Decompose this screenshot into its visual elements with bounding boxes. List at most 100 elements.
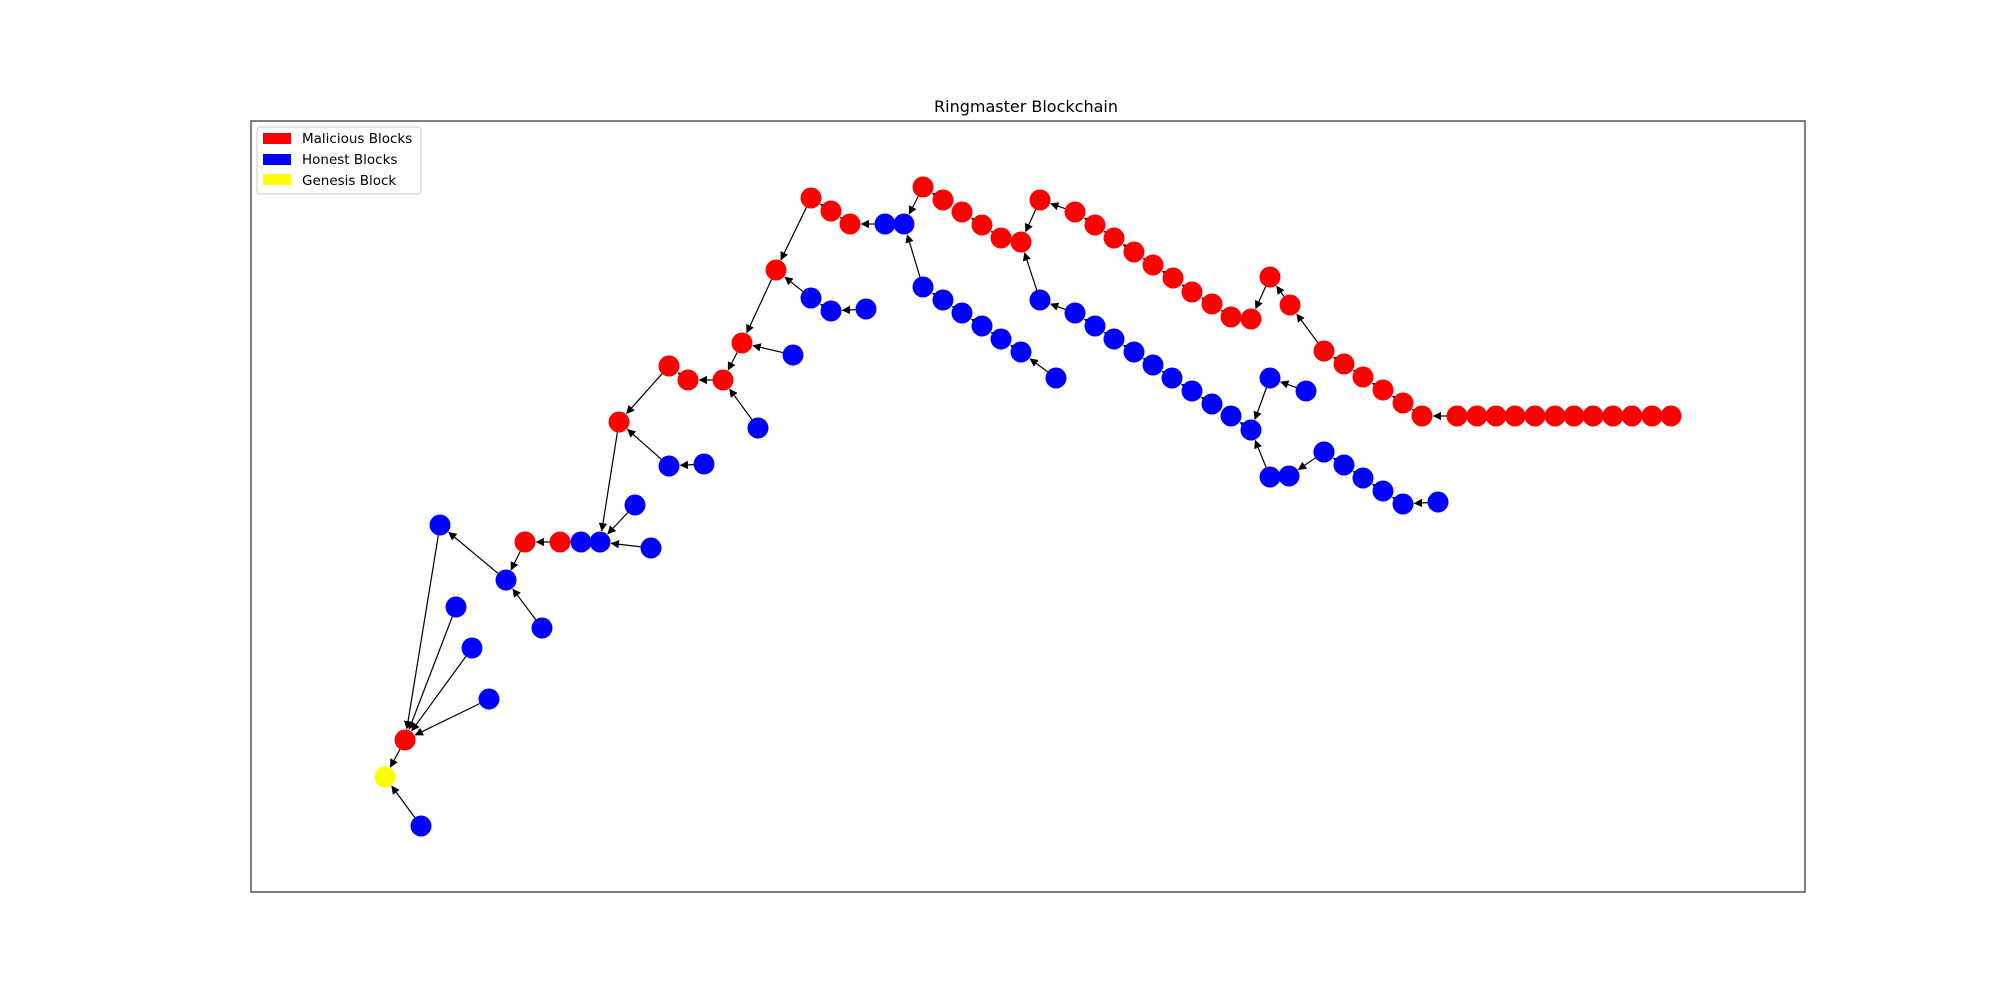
honest-block-node: [971, 315, 993, 337]
edge-arrow: [908, 196, 919, 215]
malicious-block-node: [1641, 405, 1663, 427]
malicious-block-node: [1446, 405, 1468, 427]
edge-arrow: [1371, 382, 1382, 391]
edge-arrow: [1161, 270, 1172, 279]
edge-arrow: [1122, 244, 1133, 253]
malicious-block-node: [1563, 405, 1585, 427]
edge-arrow: [598, 432, 618, 532]
malicious-block-node: [932, 189, 954, 211]
honest-block-node: [693, 453, 715, 475]
edge-arrow: [990, 230, 1001, 240]
edge-arrow: [819, 303, 830, 312]
edge-arrow: [727, 352, 738, 371]
honest-block-node: [747, 417, 769, 439]
edge-arrow: [1239, 422, 1250, 431]
honest-block-node: [1010, 341, 1032, 363]
edge-arrow: [746, 279, 773, 334]
edge-arrow: [679, 460, 694, 470]
malicious-block-node: [765, 259, 787, 281]
edge-arrow: [1103, 331, 1114, 341]
honest-block-node: [624, 494, 646, 516]
edge-arrow: [607, 512, 629, 535]
malicious-block-node: [1240, 308, 1262, 330]
honest-block-node: [445, 596, 467, 618]
honest-block-node: [495, 569, 517, 591]
honest-block-node: [1372, 480, 1394, 502]
edge-arrow: [931, 292, 942, 301]
malicious-block-node: [1504, 405, 1526, 427]
honest-block-node: [570, 531, 592, 553]
edge-arrow: [1180, 383, 1191, 392]
edge-arrow: [1083, 318, 1094, 327]
edge-arrow: [970, 217, 981, 226]
edge-arrow: [411, 656, 467, 732]
edge-arrow: [951, 305, 962, 315]
edge-arrow: [1200, 396, 1211, 405]
malicious-block-node: [1142, 254, 1164, 276]
edge-arrow: [389, 748, 401, 768]
malicious-block-node: [1220, 306, 1242, 328]
edge-arrow: [677, 372, 687, 381]
edge-arrow: [841, 305, 856, 315]
edge-arrow: [905, 234, 921, 278]
edge-arrow: [1255, 286, 1267, 310]
edge-arrow: [1253, 387, 1267, 420]
edge-arrow: [1391, 395, 1402, 404]
nodes-layer: [374, 176, 1682, 837]
malicious-block-node: [1466, 405, 1488, 427]
edge-arrow: [1332, 457, 1343, 466]
edge-arrow: [1352, 369, 1363, 379]
honest-block-node: [1029, 289, 1051, 311]
honest-block-node: [1220, 405, 1242, 427]
genesis-block-node: [374, 766, 396, 788]
malicious-block-node: [1333, 353, 1355, 375]
edge-arrow: [1352, 470, 1363, 480]
honest-block-node: [478, 688, 500, 710]
malicious-block-node: [1582, 405, 1604, 427]
chart-title: Ringmaster Blockchain: [934, 97, 1118, 116]
edge-arrow: [1220, 309, 1231, 319]
malicious-block-node: [951, 201, 973, 223]
legend-frame: [256, 126, 422, 195]
honest-block-node: [1045, 367, 1067, 389]
malicious-block-node: [514, 531, 536, 553]
honest-block-node: [1142, 354, 1164, 376]
legend: Malicious Blocks Honest Blocks Genesis B…: [256, 126, 422, 195]
honest-block-node: [410, 815, 432, 837]
edges-layer: [389, 192, 1447, 818]
honest-block-node: [1181, 380, 1203, 402]
edge-arrow: [1050, 202, 1066, 211]
legend-swatch-honest: [263, 154, 291, 165]
malicious-block-node: [912, 176, 934, 198]
edge-arrow: [1297, 457, 1316, 470]
honest-block-node: [800, 287, 822, 309]
malicious-block-node: [1485, 405, 1507, 427]
edge-arrow: [1025, 209, 1037, 233]
honest-block-node: [1352, 467, 1374, 489]
edge-arrow: [970, 318, 981, 327]
malicious-block-node: [1602, 405, 1624, 427]
honest-block-node: [658, 455, 680, 477]
axes-frame: [250, 120, 1806, 893]
malicious-block-node: [1279, 294, 1301, 316]
honest-block-node: [1259, 367, 1281, 389]
malicious-block-node: [731, 332, 753, 354]
honest-block-node: [932, 289, 954, 311]
edge-arrow: [1296, 313, 1319, 343]
legend-label-honest: Honest Blocks: [302, 152, 397, 168]
edge-arrow: [1280, 380, 1297, 389]
edge-arrow: [1142, 257, 1153, 267]
honest-block-node: [1278, 465, 1300, 487]
malicious-block-node: [1162, 267, 1184, 289]
malicious-block-node: [820, 200, 842, 222]
honest-block-node: [1084, 315, 1106, 337]
malicious-block-node: [677, 369, 699, 391]
edge-arrow: [1049, 302, 1066, 311]
malicious-block-node: [1103, 227, 1125, 249]
edge-arrow: [1371, 483, 1382, 492]
edge-arrow: [414, 703, 480, 736]
malicious-block-node: [712, 369, 734, 391]
honest-block-node: [951, 302, 973, 324]
honest-block-node: [1201, 393, 1223, 415]
